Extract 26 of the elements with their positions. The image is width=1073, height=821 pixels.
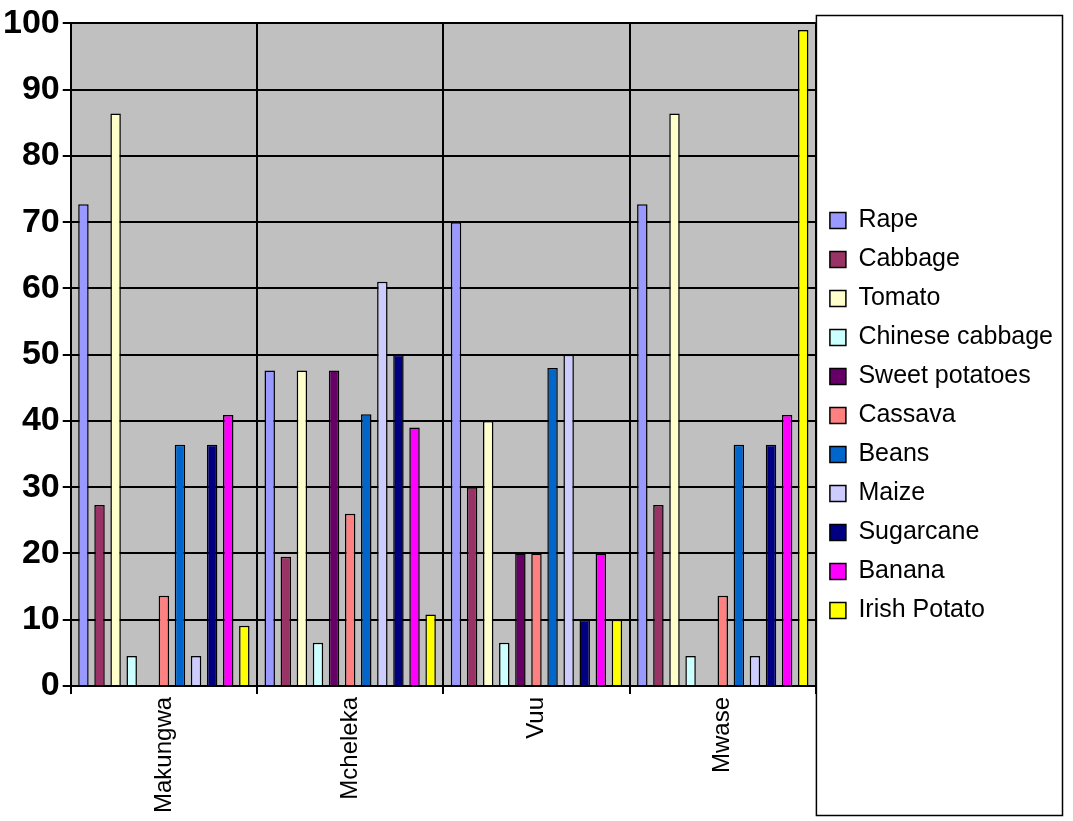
legend-label: Sugarcane xyxy=(858,516,980,545)
y-tick-label: 70 xyxy=(21,200,60,239)
legend-label: Chinese cabbage xyxy=(858,321,1053,350)
y-tick-label: 20 xyxy=(21,531,60,570)
y-tick-label: 80 xyxy=(21,134,60,173)
x-tick-label: Makungwa xyxy=(148,696,176,813)
legend-label: Tomato xyxy=(858,282,941,311)
x-tick-label: Mwase xyxy=(707,696,735,773)
y-tick-label: 10 xyxy=(21,598,60,637)
legend-label: Sweet potatoes xyxy=(858,360,1031,389)
y-tick-label: 100 xyxy=(2,1,60,40)
legend-label: Beans xyxy=(858,438,930,467)
legend-label: Irish Potato xyxy=(858,594,985,623)
legend-label: Cabbage xyxy=(858,243,960,272)
y-tick-label: 90 xyxy=(21,68,60,107)
legend-label: Cassava xyxy=(858,399,956,428)
x-tick-label: Vuu xyxy=(521,696,549,739)
x-tick-label: Mcheleka xyxy=(334,696,362,800)
legend-label: Banana xyxy=(858,555,945,584)
y-tick-label: 60 xyxy=(21,266,60,305)
y-tick-label: 0 xyxy=(40,664,60,703)
y-tick-label: 30 xyxy=(21,465,60,504)
y-tick-label: 50 xyxy=(21,333,60,372)
y-tick-label: 40 xyxy=(21,399,60,438)
legend-label: Rape xyxy=(858,204,919,233)
legend-label: Maize xyxy=(858,477,926,506)
